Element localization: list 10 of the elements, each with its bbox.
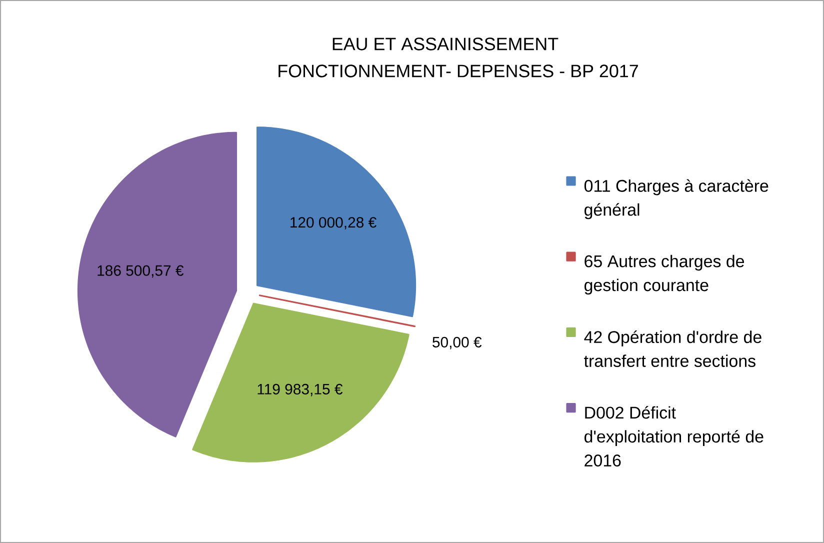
- legend-label: 65 Autres charges de gestion courante: [584, 254, 744, 295]
- data-label: 119 983,15 €: [258, 384, 343, 396]
- legend-label: D002 Déficit d'exploitation reporté de 2016: [584, 406, 764, 467]
- data-label: 120 000,28 €: [290, 217, 376, 230]
- legend-label: 011 Charges à caractère général: [584, 179, 768, 220]
- legend-label: 42 Opération d'ordre de transfert entre sections: [584, 330, 762, 367]
- data-label: 186 500,57 €: [98, 265, 184, 278]
- data-label: 50,00 €: [432, 336, 482, 350]
- chart-subtitle: FONCTIONNEMENT- DEPENSES - BP 2017: [278, 64, 638, 78]
- chart-title: EAU ET ASSAINISSEMENT: [332, 38, 558, 50]
